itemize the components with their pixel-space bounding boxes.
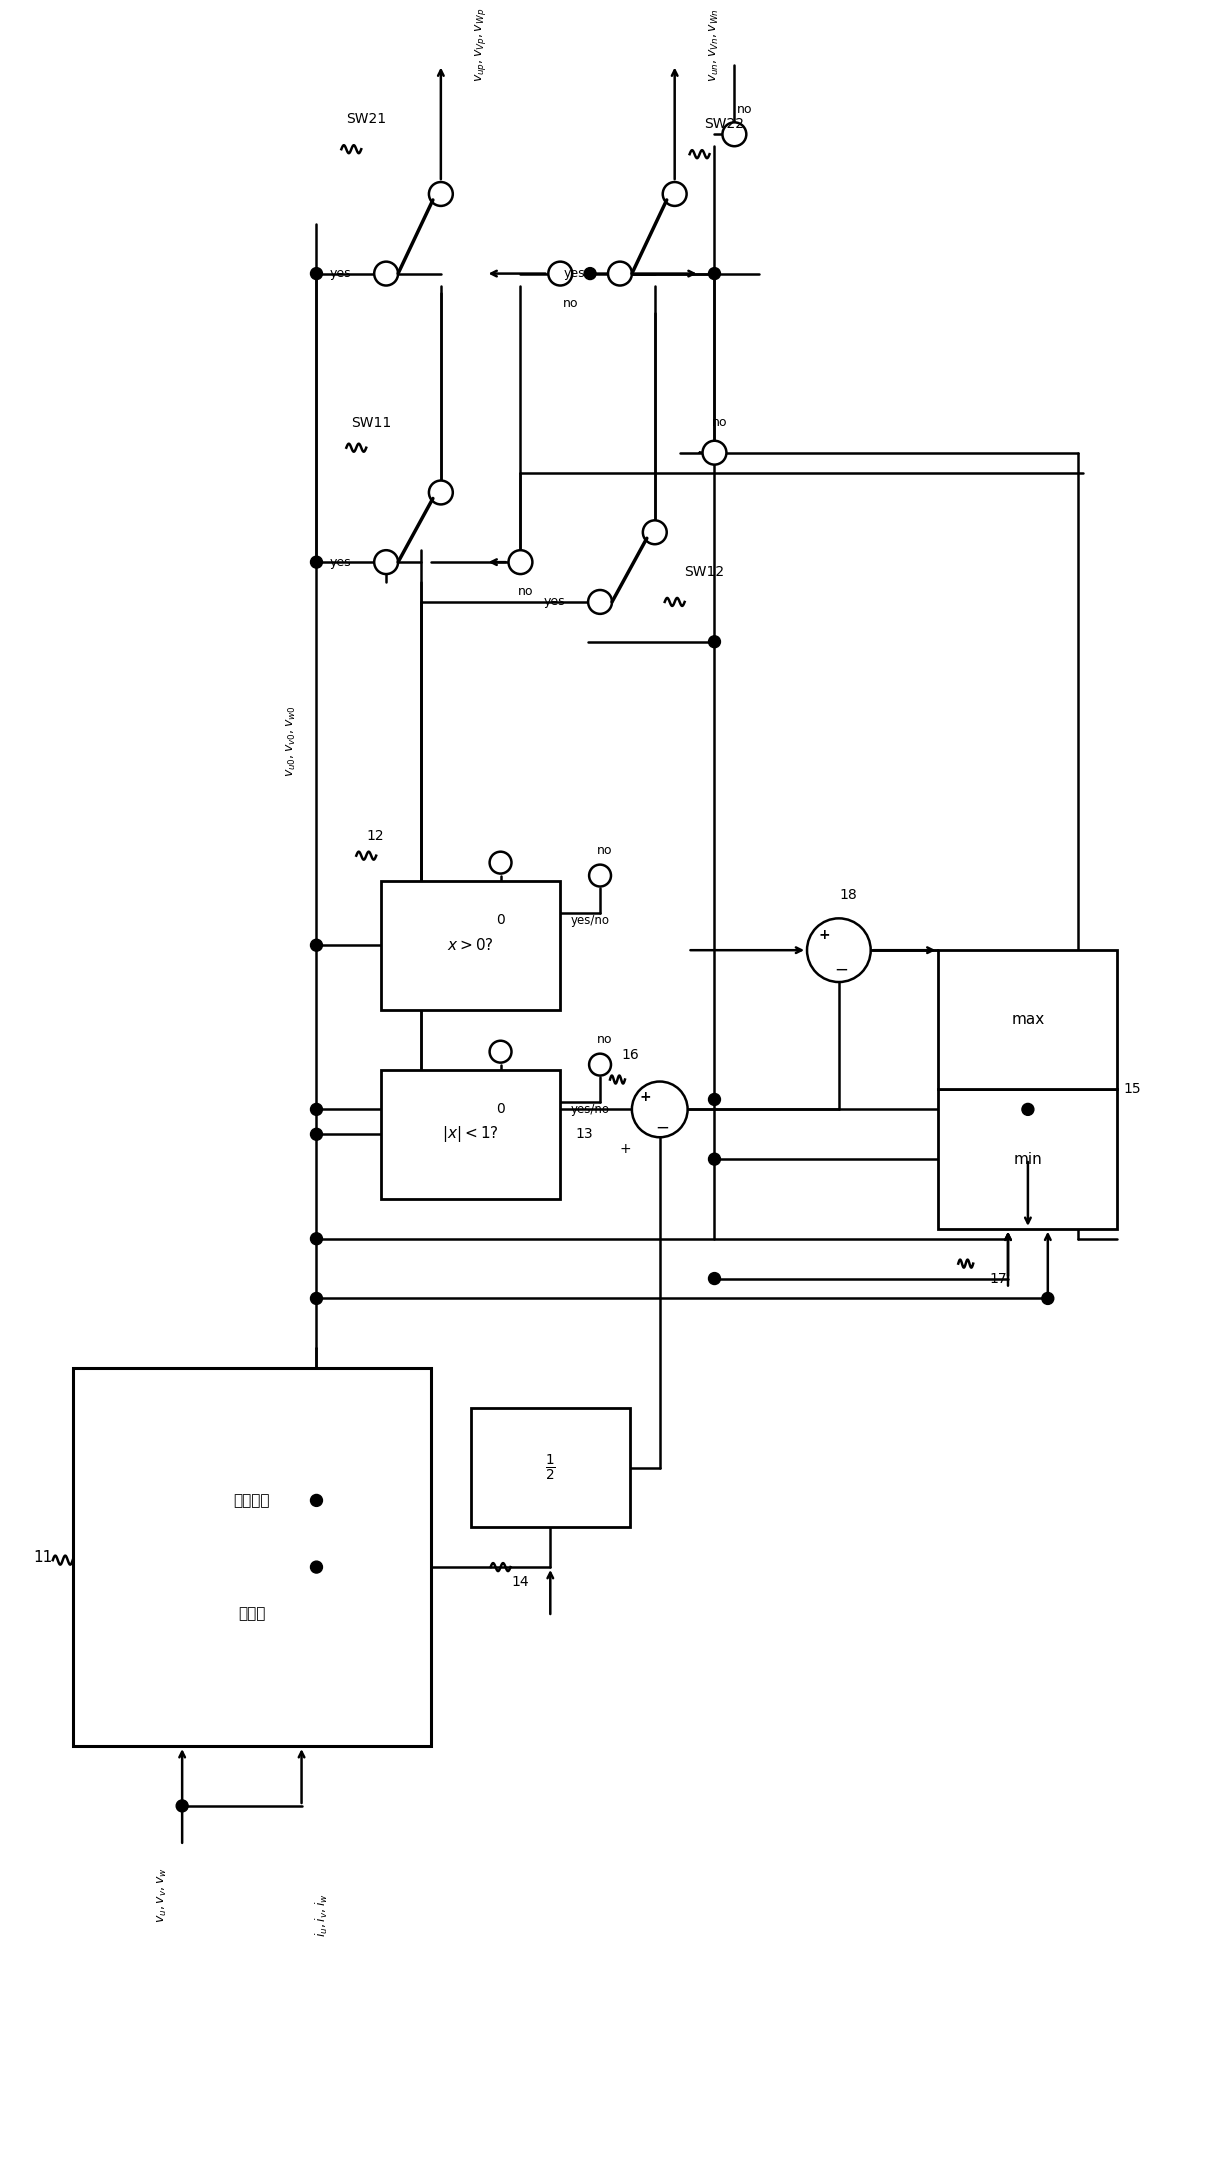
Circle shape (310, 939, 323, 952)
Circle shape (632, 1081, 688, 1138)
Circle shape (722, 122, 747, 146)
Circle shape (310, 1103, 323, 1116)
Circle shape (374, 262, 398, 286)
Circle shape (643, 520, 667, 544)
Text: $v_{up}, v_{Vp}, v_{Wp}$: $v_{up}, v_{Vp}, v_{Wp}$ (473, 9, 488, 81)
Circle shape (807, 917, 871, 983)
Text: SW12: SW12 (684, 566, 725, 579)
Text: no: no (562, 297, 578, 310)
Text: min: min (1013, 1151, 1042, 1166)
Text: 13: 13 (576, 1127, 593, 1142)
Circle shape (589, 1053, 611, 1075)
Text: no: no (737, 103, 752, 116)
Circle shape (490, 1042, 512, 1064)
Circle shape (609, 262, 632, 286)
Text: SW11: SW11 (351, 415, 391, 430)
Text: 17: 17 (990, 1271, 1007, 1286)
Text: +: + (639, 1090, 650, 1105)
Bar (72, 1367, 431, 1747)
Text: $|x|<1?$: $|x|<1?$ (442, 1125, 499, 1144)
Text: 15: 15 (1123, 1083, 1141, 1096)
Text: yes/no: yes/no (571, 913, 610, 926)
Text: no: no (598, 845, 612, 856)
Circle shape (589, 865, 611, 887)
Bar (938, 950, 1117, 1090)
Text: yes: yes (330, 266, 351, 280)
Circle shape (490, 852, 512, 874)
Circle shape (1022, 1103, 1034, 1116)
Text: SW21: SW21 (346, 111, 386, 127)
Circle shape (310, 1129, 323, 1140)
Bar (381, 1070, 560, 1199)
Circle shape (310, 1494, 323, 1507)
Text: $x>0?$: $x>0?$ (447, 937, 494, 952)
Circle shape (429, 181, 453, 205)
Circle shape (176, 1800, 188, 1813)
Circle shape (709, 1094, 721, 1105)
Bar (381, 880, 560, 1009)
Text: yes/no: yes/no (571, 1103, 610, 1116)
Circle shape (374, 550, 398, 574)
Text: SW22: SW22 (704, 118, 744, 131)
Text: 0: 0 (496, 913, 505, 928)
Circle shape (709, 1273, 721, 1284)
Text: $i_u, i_v, i_w$: $i_u, i_v, i_w$ (313, 1894, 330, 1937)
Text: −: − (655, 1118, 668, 1136)
Circle shape (709, 269, 721, 280)
Text: −: − (833, 961, 848, 978)
Circle shape (310, 1232, 323, 1245)
Circle shape (709, 636, 721, 649)
Text: +: + (620, 1142, 631, 1155)
Bar (470, 1409, 629, 1527)
Text: yes: yes (563, 266, 585, 280)
Text: 18: 18 (840, 889, 858, 902)
Circle shape (310, 269, 323, 280)
Text: max: max (1012, 1013, 1045, 1026)
Text: yes: yes (544, 596, 566, 609)
Circle shape (429, 480, 453, 505)
Circle shape (310, 1293, 323, 1304)
Bar (938, 1090, 1117, 1230)
Text: no: no (711, 417, 727, 430)
Text: 12: 12 (367, 828, 384, 843)
Text: $v_{un}, v_{Vn}, v_{Wn}$: $v_{un}, v_{Vn}, v_{Wn}$ (708, 9, 721, 81)
Text: no: no (598, 1033, 612, 1046)
Text: $v_{u0}, v_{v0}, v_{w0}$: $v_{u0}, v_{v0}, v_{w0}$ (285, 705, 298, 778)
Circle shape (549, 262, 572, 286)
Circle shape (1042, 1293, 1053, 1304)
Text: $\frac{1}{2}$: $\frac{1}{2}$ (545, 1452, 556, 1483)
Text: 零相电压: 零相电压 (233, 1494, 270, 1507)
Text: 処理部: 処理部 (238, 1607, 265, 1621)
Circle shape (584, 269, 596, 280)
Text: +: + (818, 928, 830, 941)
Text: 14: 14 (512, 1575, 529, 1590)
Circle shape (703, 441, 726, 465)
Circle shape (310, 557, 323, 568)
Circle shape (310, 1562, 323, 1572)
Circle shape (709, 1153, 721, 1164)
Text: 11: 11 (33, 1551, 53, 1564)
Text: 16: 16 (621, 1048, 639, 1061)
Circle shape (588, 590, 612, 614)
Text: 0: 0 (496, 1103, 505, 1116)
Text: $v_u, v_v, v_w$: $v_u, v_v, v_w$ (155, 1867, 169, 1924)
Circle shape (508, 550, 533, 574)
Text: no: no (518, 585, 533, 598)
Circle shape (662, 181, 687, 205)
Text: yes: yes (330, 555, 351, 568)
